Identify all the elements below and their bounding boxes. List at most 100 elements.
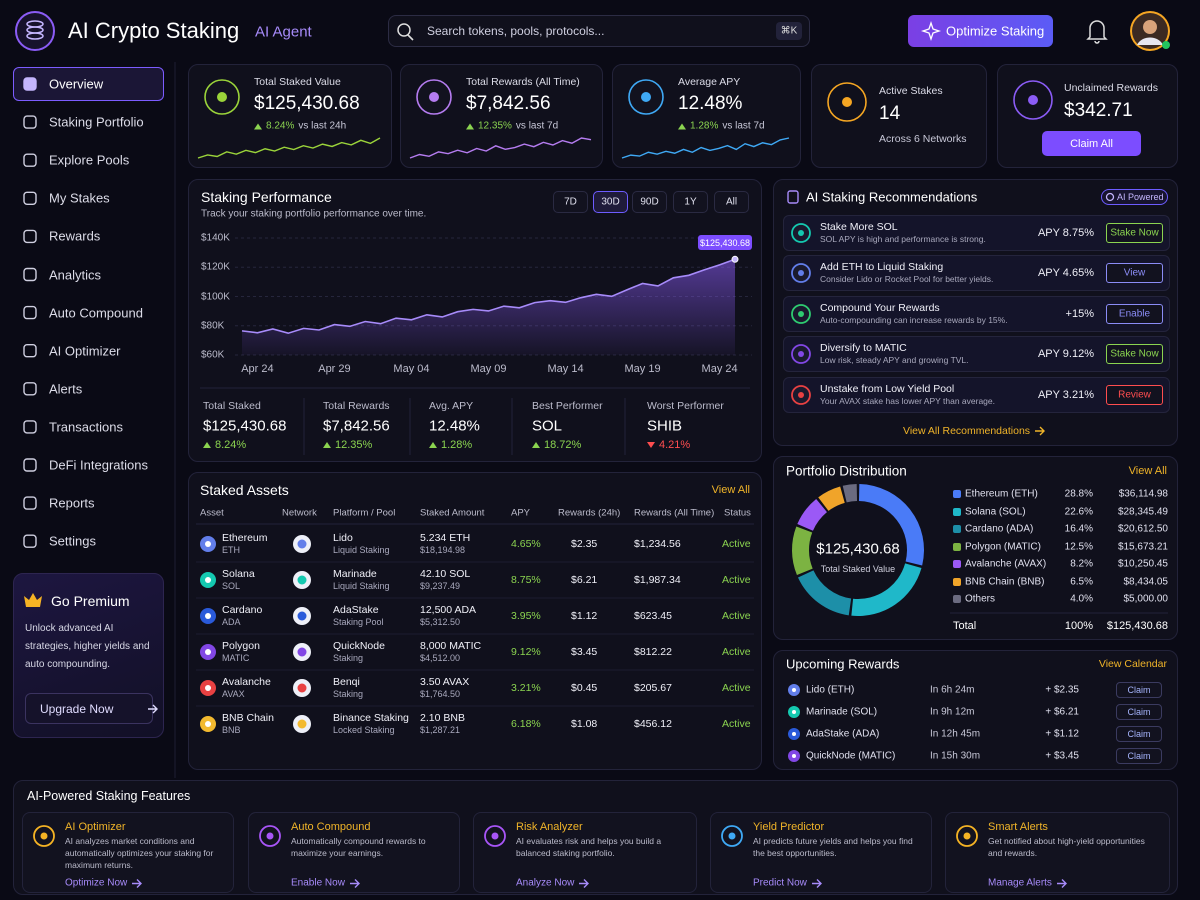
feature-card <box>945 812 1170 893</box>
donut-segment <box>797 570 852 616</box>
feature-icon-core <box>728 832 736 840</box>
rec-action[interactable] <box>1106 344 1163 364</box>
feature-desc: Get notified about high-yield opportunit… <box>988 836 1145 858</box>
pool: Liquid Staking <box>333 545 390 555</box>
nav-item[interactable]: Alerts <box>49 381 83 397</box>
search-icon-handle <box>407 34 414 41</box>
claim-button[interactable] <box>1116 748 1162 764</box>
legend-percent: 22.6% <box>1064 506 1093 517</box>
range-label[interactable]: 7D <box>564 196 577 208</box>
range-button[interactable] <box>593 191 628 213</box>
nav-item[interactable]: Settings <box>49 533 96 549</box>
legend-amount: $8,434.05 <box>1123 576 1169 587</box>
search-box[interactable] <box>388 15 810 47</box>
nav-item[interactable]: Rewards <box>49 228 101 244</box>
claim-all-label[interactable]: Claim All <box>1070 137 1113 150</box>
claim-label[interactable]: Claim <box>1127 707 1151 717</box>
nav-item[interactable]: Transactions <box>49 419 123 435</box>
optimize-label[interactable]: Optimize Staking <box>946 23 1045 39</box>
rec-action-label[interactable]: Review <box>1118 389 1151 401</box>
reward-icon-core <box>792 732 796 736</box>
nav-item[interactable]: Auto Compound <box>49 305 143 321</box>
range-label[interactable]: 1Y <box>684 196 697 208</box>
claim-button[interactable] <box>1116 726 1162 742</box>
nav-item[interactable]: Staking Portfolio <box>49 114 144 130</box>
premium-text: Unlock advanced AI strategies, higher yi… <box>25 623 150 670</box>
nav-item[interactable]: Explore Pools <box>49 152 130 168</box>
reward-amount: + $1.12 <box>1045 728 1079 740</box>
shortcut-key <box>776 22 802 40</box>
performance-subtitle: Track your staking portfolio performance… <box>201 208 427 220</box>
rec-action-label[interactable]: View <box>1123 267 1146 279</box>
nav-item[interactable]: AI Optimizer <box>49 343 121 359</box>
rec-item-title: Diversify to MATIC <box>820 342 907 354</box>
nav-item[interactable]: DeFi Integrations <box>49 457 148 473</box>
rec-action[interactable] <box>1106 263 1163 283</box>
asset-icon-core <box>205 685 211 691</box>
reward-name: QuickNode (MATIC) <box>806 750 896 762</box>
range-button[interactable] <box>714 191 749 213</box>
range-label[interactable]: 30D <box>601 196 620 208</box>
legend-swatch <box>953 560 961 568</box>
range-button[interactable] <box>632 191 667 213</box>
nav-item[interactable]: My Stakes <box>49 190 110 206</box>
claim-button[interactable] <box>1116 682 1162 698</box>
assets-link[interactable]: View All <box>711 484 750 496</box>
feature-link[interactable]: Predict Now <box>753 878 823 889</box>
rec-action-label[interactable]: Stake Now <box>1110 227 1159 239</box>
sparkle-icon <box>920 20 942 42</box>
nav-item[interactable]: Analytics <box>49 267 102 282</box>
rec-action[interactable] <box>1106 304 1163 324</box>
feature-link[interactable]: Manage Alerts <box>988 878 1068 889</box>
range-label[interactable]: 90D <box>640 196 659 208</box>
status: Active <box>722 682 751 694</box>
upgrade-row[interactable]: Upgrade Now <box>40 702 159 716</box>
rec-item-metric: +15% <box>1065 308 1094 320</box>
feature-link[interactable]: Optimize Now <box>65 878 143 889</box>
rec-action[interactable] <box>1106 223 1163 243</box>
rec-item-icon <box>791 385 811 405</box>
range-button[interactable] <box>673 191 708 213</box>
rec-action-label[interactable]: Enable <box>1118 308 1151 320</box>
status: Active <box>722 718 751 730</box>
donut-center-value: $125,430.68 <box>816 540 900 558</box>
summary-label: Avg. APY <box>429 400 474 412</box>
feature-link-label: Analyze Now <box>516 877 575 889</box>
feature-icon <box>956 825 978 847</box>
rec-item-desc: Low risk, steady APY and growing TVL. <box>820 355 969 365</box>
claim-label[interactable]: Claim <box>1127 685 1151 695</box>
logo-coin <box>26 32 44 40</box>
upcoming-panel <box>773 650 1178 770</box>
asset-symbol: SOL <box>222 581 241 591</box>
distribution-link[interactable]: View All <box>1128 465 1167 477</box>
kpi-icon <box>204 79 240 115</box>
nav-item[interactable]: Reports <box>49 495 95 511</box>
rec-action[interactable] <box>1106 385 1163 405</box>
performance-title: Staking Performance <box>201 189 332 205</box>
x-tick-label: May 09 <box>470 363 507 375</box>
donut-segment <box>851 563 922 616</box>
rewards-24h: $1.12 <box>571 610 598 622</box>
claim-label[interactable]: Claim <box>1127 751 1151 761</box>
feature-desc: Automatically compound rewards to maximi… <box>291 836 426 858</box>
feature-link[interactable]: Enable Now <box>291 878 361 889</box>
claim-button[interactable] <box>1116 704 1162 720</box>
range-button[interactable] <box>553 191 588 213</box>
y-tick-label: $140K <box>201 232 230 244</box>
claim-label[interactable]: Claim <box>1127 729 1151 739</box>
upgrade-button[interactable] <box>25 693 153 724</box>
rec-item-icon-core <box>798 270 804 276</box>
upcoming-link[interactable]: View Calendar <box>1098 658 1167 670</box>
pool: Staking <box>333 653 364 663</box>
kpi-label: Average APY <box>678 76 741 88</box>
legend-percent: 6.5% <box>1070 576 1093 587</box>
value-label: $125,430.68 <box>699 237 751 248</box>
range-label[interactable]: All <box>725 196 738 208</box>
rec-action-label[interactable]: Stake Now <box>1110 348 1159 360</box>
optimize-button[interactable] <box>908 15 1053 47</box>
platform: Lido <box>333 532 353 544</box>
claim-all-button[interactable] <box>1042 131 1141 156</box>
feature-link[interactable]: Analyze Now <box>516 878 590 889</box>
nav-item[interactable]: Overview <box>49 76 104 92</box>
rec-link[interactable]: View All Recommendations <box>903 425 1046 437</box>
